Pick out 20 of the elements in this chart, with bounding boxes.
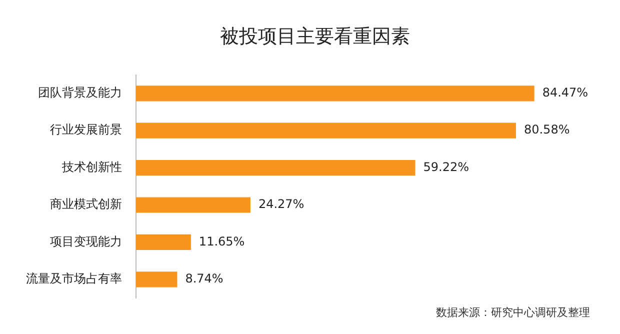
y-tick-label: 商业模式创新 bbox=[50, 197, 122, 212]
data-label: 59.22% bbox=[423, 160, 470, 174]
bar bbox=[136, 122, 516, 138]
bar bbox=[136, 160, 416, 176]
y-tick-label: 技术创新性 bbox=[61, 160, 122, 174]
y-tick-label: 团队背景及能力 bbox=[38, 86, 122, 100]
y-tick-label: 行业发展前景 bbox=[50, 122, 122, 137]
bar bbox=[136, 272, 178, 288]
data-label: 8.74% bbox=[185, 272, 224, 286]
y-tick-label: 流量及市场占有率 bbox=[26, 272, 122, 286]
chart-title: 被投项目主要看重因素 bbox=[220, 25, 410, 48]
data-label: 11.65% bbox=[198, 234, 245, 248]
source-note: 数据来源：研究中心调研及整理 bbox=[436, 305, 590, 320]
bar bbox=[136, 234, 191, 250]
data-label: 24.27% bbox=[258, 197, 304, 212]
y-tick-label: 项目变现能力 bbox=[50, 234, 122, 248]
bar bbox=[136, 197, 250, 213]
data-label: 80.58% bbox=[524, 122, 570, 137]
data-label: 84.47% bbox=[542, 86, 588, 100]
bar bbox=[136, 86, 534, 102]
